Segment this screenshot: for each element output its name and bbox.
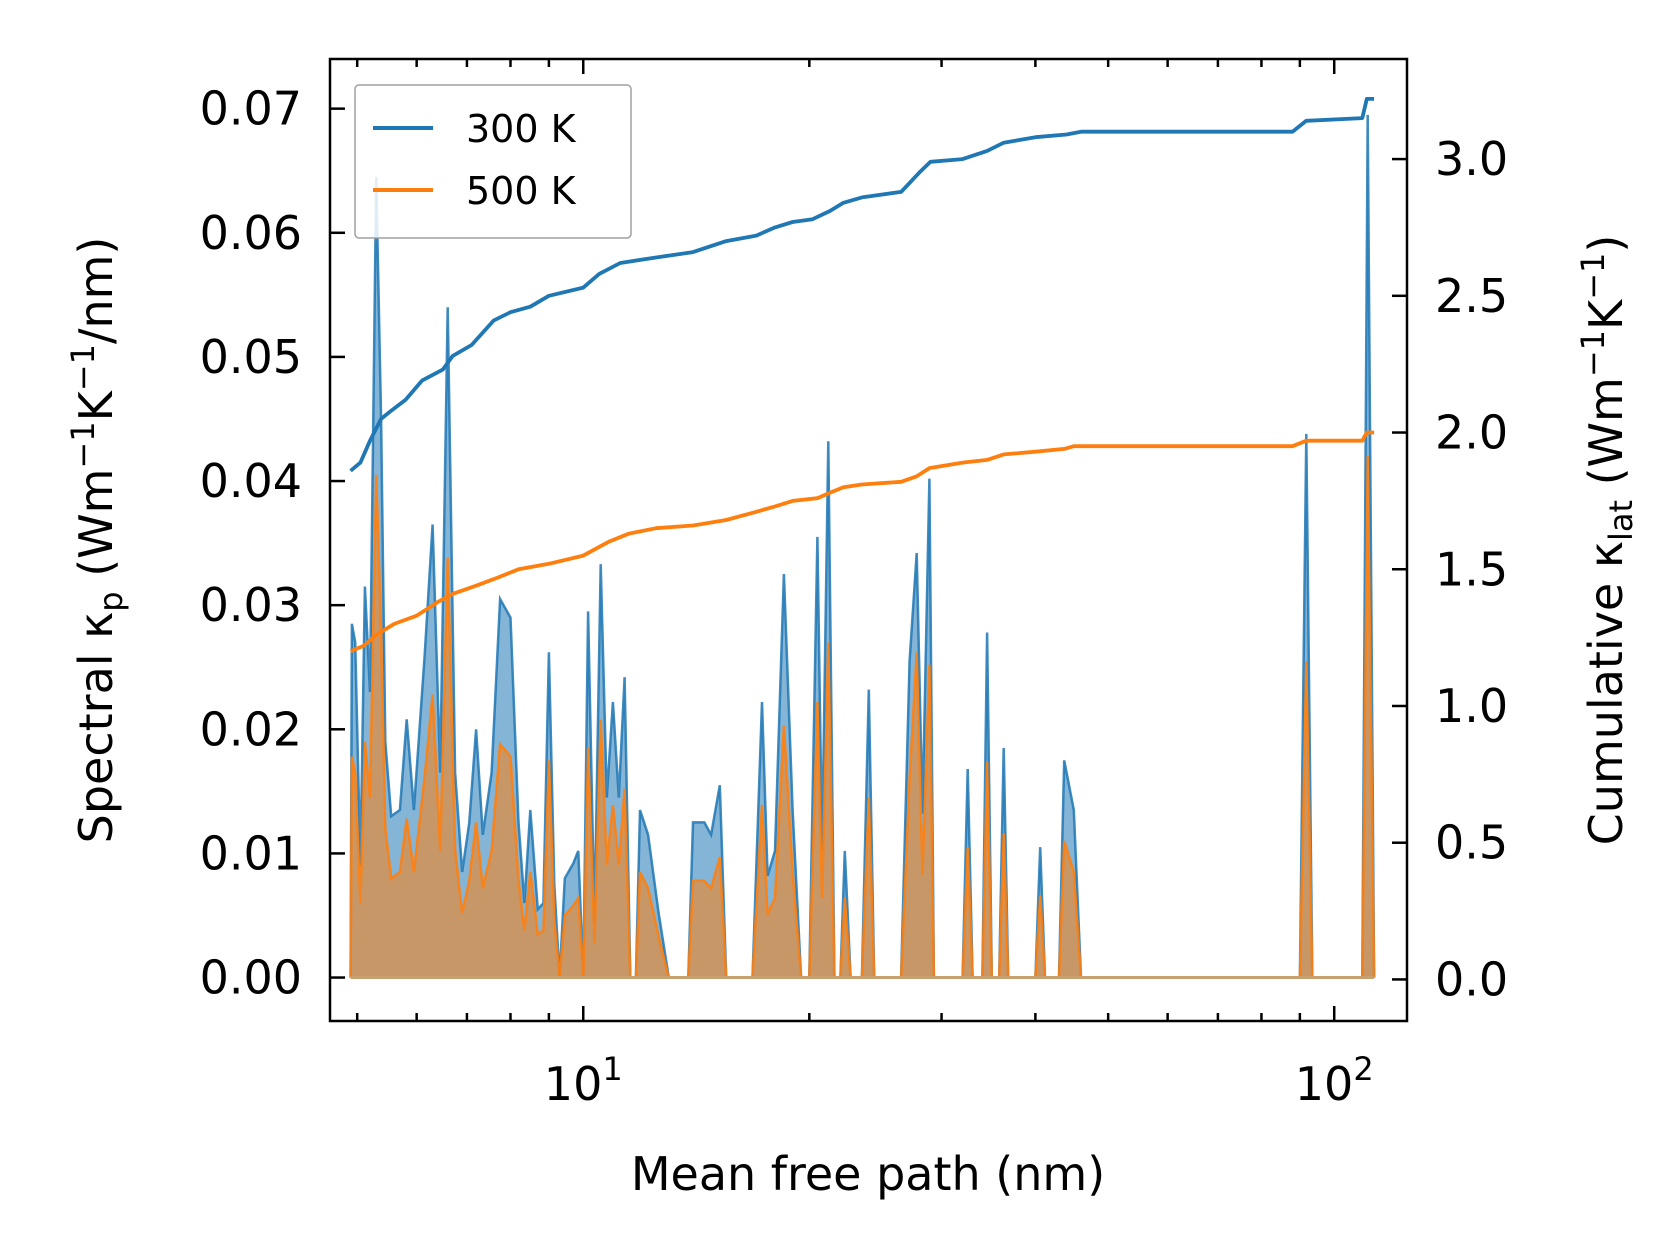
right-y-tick-label: 3.0 xyxy=(1435,132,1508,186)
right-y-tick-label: 2.5 xyxy=(1435,269,1508,323)
right-axis-label: Cumulative κlat (Wm−1K−1) xyxy=(1574,235,1640,846)
plot-frame xyxy=(328,57,1409,1023)
spectral-line-500K xyxy=(349,456,1376,979)
left-y-tick-label: 0.04 xyxy=(200,454,302,508)
cumulative-line-300K xyxy=(349,97,1375,473)
right-y-tick-label: 0.0 xyxy=(1435,952,1508,1006)
legend-box xyxy=(354,84,632,239)
legend: 300 K 500 K xyxy=(354,84,632,239)
left-y-tick-label: 0.07 xyxy=(200,82,302,136)
spectral-area-layer xyxy=(349,114,1376,980)
left-y-tick-label: 0.02 xyxy=(200,702,302,756)
cumulative-line-500K xyxy=(349,430,1375,654)
left-y-tick-label: 0.03 xyxy=(200,578,302,632)
axis-ticks-layer: 0.00 0.01 0.02 0.03 0.04 0.05 0.06 0.07 0.0 0.5 1.… xyxy=(200,59,1508,1111)
cumulative-line-layer xyxy=(349,97,1375,654)
left-axis-label: Spectral κp (Wm−1K−1/nm) xyxy=(64,237,130,844)
legend-label-300K: 300 K xyxy=(466,107,577,151)
right-y-tick-label: 2.0 xyxy=(1435,406,1508,460)
x-tick-label: 102 xyxy=(1295,1050,1374,1111)
x-tick-label: 101 xyxy=(544,1050,623,1111)
right-y-tick-label: 1.5 xyxy=(1435,542,1508,596)
left-y-tick-label: 0.06 xyxy=(200,206,302,260)
spectral-area-500K xyxy=(350,456,1375,978)
left-y-tick-label: 0.00 xyxy=(200,951,302,1005)
right-y-tick-label: 0.5 xyxy=(1435,816,1508,870)
spectral-line-300K xyxy=(349,114,1376,979)
x-axis-label: Mean free path (nm) xyxy=(631,1147,1105,1201)
left-y-tick-label: 0.01 xyxy=(200,826,302,880)
right-y-tick-label: 1.0 xyxy=(1435,679,1508,733)
legend-label-500K: 500 K xyxy=(466,169,577,213)
left-y-tick-label: 0.05 xyxy=(200,330,302,384)
